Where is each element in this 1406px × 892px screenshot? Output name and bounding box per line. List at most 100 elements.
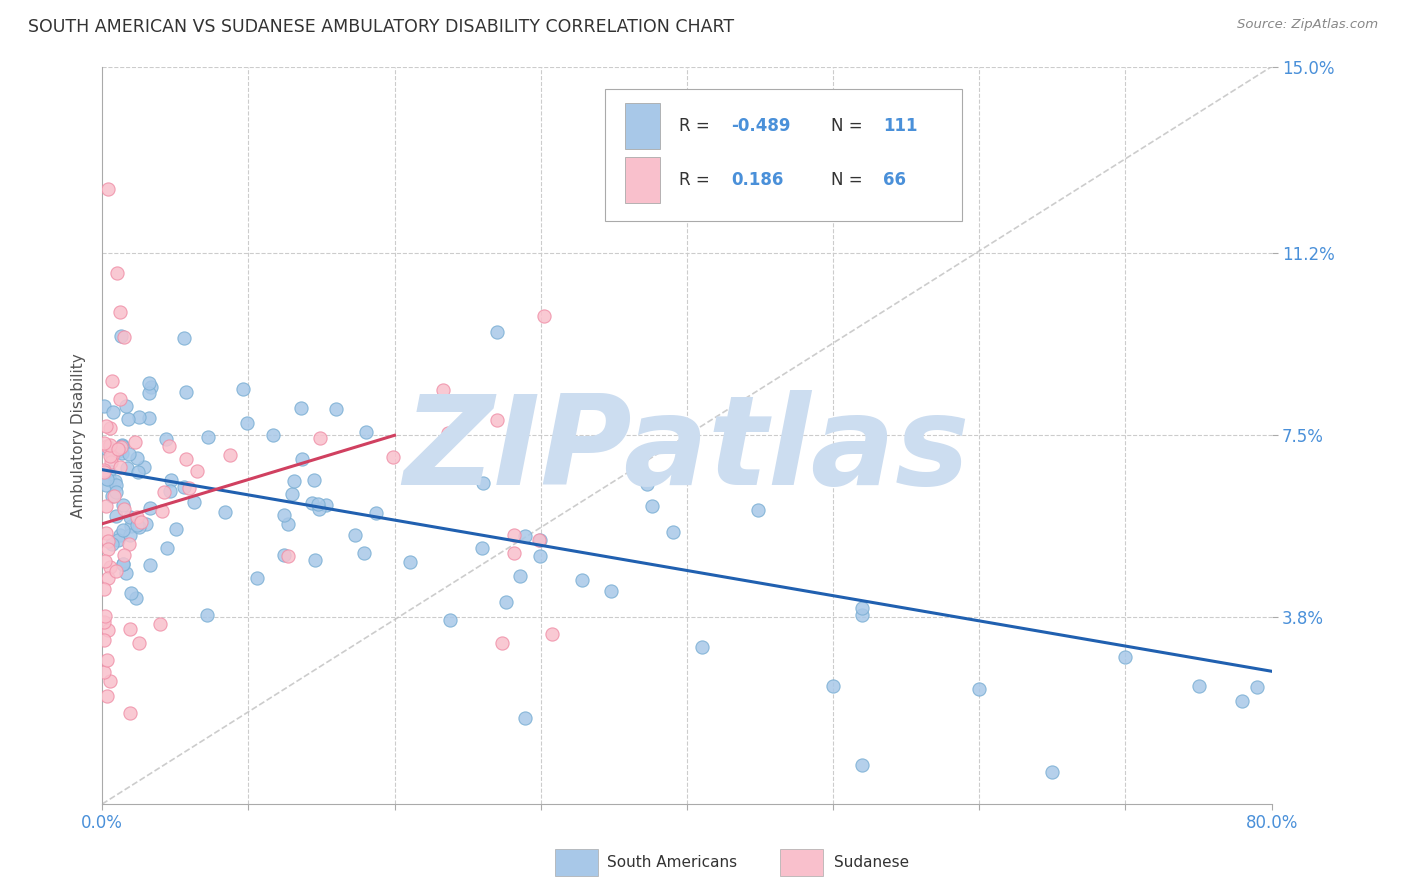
Point: [307, 497, 329, 511]
Point: [94, 478, 117, 492]
Point: [120, 623, 142, 637]
Text: 0.186: 0.186: [731, 171, 783, 189]
Point: [277, 516, 299, 531]
Point: [108, 392, 131, 406]
Point: [97, 571, 120, 585]
Point: [173, 480, 195, 494]
Point: [529, 549, 551, 563]
Point: [439, 613, 461, 627]
Point: [302, 473, 325, 487]
Point: [262, 427, 284, 442]
Point: [93, 554, 115, 568]
Point: [93, 435, 115, 450]
Point: [103, 489, 125, 503]
Point: [93, 465, 115, 479]
Text: SOUTH AMERICAN VS SUDANESE AMBULATORY DISABILITY CORRELATION CHART: SOUTH AMERICAN VS SUDANESE AMBULATORY DI…: [28, 18, 734, 36]
Point: [491, 635, 513, 649]
Point: [179, 481, 201, 495]
Point: [186, 464, 208, 478]
Point: [120, 706, 142, 721]
Point: [107, 442, 129, 457]
Point: [105, 509, 128, 524]
Text: R =: R =: [679, 118, 714, 136]
Point: [325, 402, 347, 417]
Point: [197, 429, 219, 443]
Point: [540, 626, 562, 640]
Point: [353, 545, 375, 559]
Point: [96, 442, 118, 456]
Y-axis label: Ambulatory Disability: Ambulatory Disability: [72, 353, 86, 517]
Point: [471, 541, 494, 555]
Point: [115, 399, 138, 413]
Point: [502, 528, 524, 542]
Point: [382, 450, 405, 464]
Point: [571, 573, 593, 587]
Point: [503, 546, 526, 560]
Point: [157, 439, 180, 453]
Point: [301, 495, 323, 509]
Point: [155, 432, 177, 446]
Point: [93, 615, 115, 630]
Point: [219, 448, 242, 462]
Point: [127, 466, 149, 480]
Text: R =: R =: [679, 171, 714, 189]
Point: [527, 533, 550, 547]
Point: [823, 679, 845, 693]
Point: [111, 438, 134, 452]
Text: N =: N =: [831, 118, 868, 136]
Point: [273, 508, 295, 522]
Point: [110, 440, 132, 454]
Point: [128, 636, 150, 650]
Point: [156, 541, 179, 555]
Point: [125, 517, 148, 532]
Point: [93, 665, 115, 679]
Point: [160, 473, 183, 487]
Point: [214, 505, 236, 519]
Point: [851, 757, 873, 772]
Point: [165, 522, 187, 536]
Point: [93, 633, 115, 648]
Point: [291, 452, 314, 467]
Point: [600, 583, 623, 598]
Point: [98, 449, 121, 463]
Point: [112, 330, 135, 344]
Point: [125, 591, 148, 605]
Point: [96, 689, 118, 703]
Point: [98, 674, 121, 689]
Point: [138, 411, 160, 425]
Point: [432, 383, 454, 397]
Point: [93, 582, 115, 596]
Point: [134, 459, 156, 474]
Point: [107, 442, 129, 456]
Point: [111, 523, 134, 537]
Point: [110, 328, 132, 343]
Point: [851, 608, 873, 623]
Point: [117, 537, 139, 551]
Point: [309, 431, 332, 445]
Text: South Americans: South Americans: [607, 855, 738, 870]
Point: [641, 499, 664, 513]
Point: [105, 485, 128, 500]
Point: [139, 558, 162, 572]
Point: [100, 559, 122, 574]
Point: [290, 401, 312, 415]
Point: [304, 553, 326, 567]
Point: [125, 451, 148, 466]
Text: Sudanese: Sudanese: [834, 855, 908, 870]
Point: [104, 564, 127, 578]
Point: [111, 440, 134, 454]
Point: [174, 451, 197, 466]
Point: [105, 266, 128, 280]
Point: [96, 653, 118, 667]
Point: [101, 374, 124, 388]
Text: N =: N =: [831, 171, 868, 189]
Point: [636, 476, 658, 491]
Point: [115, 460, 138, 475]
Point: [97, 182, 120, 196]
Point: [1246, 680, 1268, 694]
Point: [173, 331, 195, 345]
Point: [112, 502, 135, 516]
Point: [101, 404, 124, 418]
Point: [120, 586, 142, 600]
Point: [138, 376, 160, 390]
